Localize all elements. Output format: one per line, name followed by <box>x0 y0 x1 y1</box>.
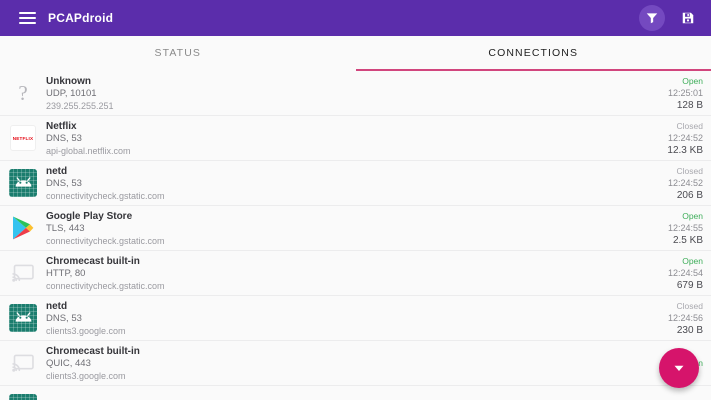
connection-details: Unknown UDP, 10101 239.255.255.251 <box>46 75 668 112</box>
tab-active-indicator <box>356 69 711 71</box>
connection-protocol-port: TLS, 443 <box>46 222 85 234</box>
connection-app-name: Chromecast built-in <box>46 345 140 357</box>
app-bar: PCAPdroid <box>0 0 711 36</box>
connection-details: Chromecast built-in QUIC, 443 clients3.goo… <box>46 345 682 382</box>
connection-row[interactable]: netdClosed <box>0 386 711 400</box>
connection-row[interactable]: netd DNS, 53 clients3.google.com Closed 12:2… <box>0 296 711 341</box>
connection-app-name: Unknown <box>46 75 91 87</box>
connection-host: connectivitycheck.gstatic.com <box>46 280 165 291</box>
connection-timestamp: 12:24:52 <box>667 177 703 188</box>
status-badge: Closed <box>676 165 703 176</box>
save-icon[interactable] <box>675 5 701 31</box>
connection-details: netd DNS, 53 clients3.google.com <box>46 300 668 337</box>
google-play-store-icon <box>8 213 38 243</box>
hamburger-bar <box>18 22 36 24</box>
connection-details: Chromecast built-in HTTP, 80 connectivityc… <box>46 255 668 292</box>
connection-protocol-port: DNS, 53 <box>46 177 82 189</box>
connection-bytes: 679 B <box>676 279 703 291</box>
filter-icon[interactable] <box>639 5 665 31</box>
app-bar-actions <box>639 5 701 31</box>
netflix-icon: NETFLIX <box>8 123 38 153</box>
connection-protocol-port: QUIC, 443 <box>46 357 91 369</box>
hamburger-bar <box>18 17 36 19</box>
connection-meta: Closed 12:24:56 230 B <box>668 300 703 337</box>
connection-bytes: 206 B <box>676 189 703 201</box>
connection-timestamp: 12:24:54 <box>667 267 703 278</box>
connection-bytes: 128 B <box>676 99 703 111</box>
connection-app-name: Chromecast built-in <box>46 255 140 267</box>
connection-meta: Closed 12:24:52 206 B <box>668 165 703 202</box>
connection-app-name: netd <box>46 300 68 312</box>
connection-row[interactable]: Chromecast built-in HTTP, 80 connectivityc… <box>0 251 711 296</box>
tab-status[interactable]: STATUS <box>154 47 201 59</box>
connection-host: clients3.google.com <box>46 325 126 336</box>
android-netd-icon <box>8 168 38 198</box>
connection-timestamp: 12:25:01 <box>667 87 703 98</box>
connection-bytes: 2.5 KB <box>672 234 703 246</box>
status-badge: Open <box>682 210 703 221</box>
connection-row[interactable]: Google Play Store TLS, 443 connectivityche… <box>0 206 711 251</box>
connection-host: connectivitycheck.gstatic.com <box>46 235 165 246</box>
connection-host: 239.255.255.251 <box>46 100 114 111</box>
connection-details: netd DNS, 53 connectivitycheck.gstatic.com <box>46 165 668 202</box>
connection-details: Netflix DNS, 53 api-global.netflix.com <box>46 120 667 157</box>
status-badge: Open <box>682 255 703 266</box>
connection-row[interactable]: netd DNS, 53 connectivitycheck.gstatic.com… <box>0 161 711 206</box>
connection-protocol-port: DNS, 53 <box>46 312 82 324</box>
connection-row[interactable]: NETFLIX Netflix DNS, 53 api-global.netflix.… <box>0 116 711 161</box>
chromecast-icon <box>8 348 38 378</box>
connection-meta: Open 12:25:01 128 B <box>668 75 703 112</box>
status-badge: Closed <box>676 300 703 311</box>
connection-meta: Open 12:24:54 679 B <box>668 255 703 292</box>
connection-timestamp: 12:24:56 <box>667 312 703 323</box>
hamburger-bar <box>18 12 36 14</box>
connection-timestamp: 12:24:55 <box>667 222 703 233</box>
connections-list[interactable]: ? Unknown UDP, 10101 239.255.255.251 Open 12:… <box>0 71 711 400</box>
connection-app-name: netd <box>46 165 68 177</box>
connection-app-name: Netflix <box>46 120 77 132</box>
page-title: PCAPdroid <box>48 11 114 25</box>
connection-row[interactable]: Chromecast built-in QUIC, 443 clients3.goo… <box>0 341 711 386</box>
scroll-to-bottom-fab[interactable] <box>659 348 699 388</box>
tab-bar: STATUS CONNECTIONS <box>0 36 711 70</box>
unknown-app-icon: ? <box>18 80 28 105</box>
connection-row[interactable]: ? Unknown UDP, 10101 239.255.255.251 Open 12:… <box>0 71 711 116</box>
connection-protocol-port: DNS, 53 <box>46 132 82 144</box>
chromecast-icon <box>8 258 38 288</box>
hamburger-menu-icon[interactable] <box>10 12 44 24</box>
tab-connections[interactable]: CONNECTIONS <box>488 47 579 59</box>
connection-app-name: Google Play Store <box>46 210 133 222</box>
status-badge: Closed <box>676 120 703 131</box>
connection-host: api-global.netflix.com <box>46 145 131 156</box>
connection-host: connectivitycheck.gstatic.com <box>46 190 165 201</box>
android-netd-icon <box>8 303 38 333</box>
status-badge: Open <box>682 75 703 86</box>
connection-meta: Open 12:24:55 2.5 KB <box>668 210 703 247</box>
connection-timestamp: 12:24:52 <box>667 132 703 143</box>
connection-host: clients3.google.com <box>46 370 126 381</box>
connection-meta: Closed 12:24:52 12.3 KB <box>667 120 703 157</box>
connection-protocol-port: UDP, 10101 <box>46 87 97 99</box>
connection-bytes: 12.3 KB <box>667 144 703 156</box>
chevron-down-icon <box>674 365 684 371</box>
connection-details: Google Play Store TLS, 443 connectivityche… <box>46 210 668 247</box>
connection-protocol-port: HTTP, 80 <box>46 267 86 279</box>
android-netd-icon <box>8 393 38 400</box>
connection-bytes: 230 B <box>676 324 703 336</box>
